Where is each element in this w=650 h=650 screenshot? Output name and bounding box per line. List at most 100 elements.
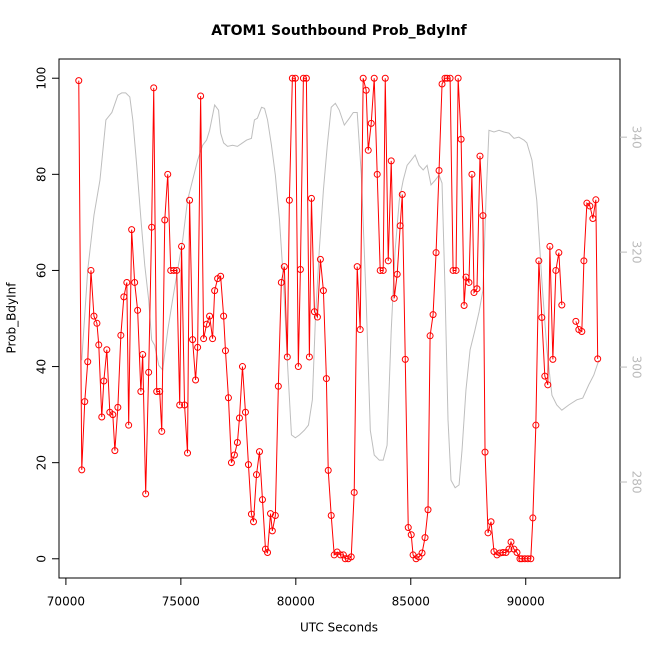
data-point — [438, 80, 446, 88]
data-point — [280, 263, 288, 271]
data-point — [362, 86, 370, 94]
data-point — [158, 427, 166, 435]
data-point — [264, 549, 272, 557]
data-point — [200, 335, 208, 343]
data-point — [393, 270, 401, 278]
data-point — [379, 266, 387, 274]
y-tick-label: 80 — [35, 167, 49, 182]
data-point — [424, 506, 432, 514]
data-point — [513, 549, 521, 557]
data-point — [310, 308, 318, 316]
y-tick-label: 40 — [35, 359, 49, 374]
data-point — [418, 549, 426, 557]
data-point — [476, 152, 484, 160]
data-point — [544, 381, 552, 389]
data-point — [589, 215, 597, 223]
data-point — [516, 555, 524, 563]
data-point — [139, 351, 147, 359]
data-point — [299, 74, 307, 82]
data-point — [387, 157, 395, 165]
data-point — [203, 320, 211, 328]
data-point — [241, 408, 249, 416]
data-point — [84, 358, 92, 366]
series-line — [78, 77, 599, 560]
data-point — [161, 216, 169, 224]
data-point — [484, 529, 492, 537]
data-point — [114, 403, 122, 411]
x-tick-label: 85000 — [392, 595, 430, 609]
y2-tick-label: 280 — [630, 471, 644, 494]
data-point — [479, 212, 487, 220]
data-point — [209, 335, 217, 343]
data-point — [350, 488, 358, 496]
y2-tick-label: 320 — [630, 241, 644, 264]
data-point — [555, 249, 563, 257]
data-point — [499, 549, 507, 557]
data-point — [327, 512, 335, 520]
data-point — [150, 84, 158, 92]
data-point — [117, 331, 125, 339]
data-point — [319, 287, 327, 295]
data-point — [250, 518, 258, 526]
data-point — [123, 278, 131, 286]
data-point — [128, 226, 136, 234]
data-point — [449, 266, 457, 274]
data-point — [100, 377, 108, 385]
data-point — [95, 341, 103, 349]
data-point — [156, 388, 164, 396]
data-point — [432, 249, 440, 257]
data-point — [277, 278, 285, 286]
data-point — [81, 398, 89, 406]
data-point — [283, 353, 291, 361]
data-point — [221, 347, 229, 355]
data-point — [274, 382, 282, 390]
data-point — [347, 553, 355, 561]
data-point — [192, 376, 200, 384]
data-point — [367, 119, 375, 127]
data-point — [258, 496, 266, 504]
data-point — [186, 196, 194, 204]
data-point — [370, 74, 378, 82]
y-tick-label: 0 — [35, 555, 49, 563]
data-point — [429, 311, 437, 319]
x-tick-label: 75000 — [162, 595, 200, 609]
data-point — [233, 438, 241, 446]
y-tick-label: 100 — [35, 67, 49, 90]
data-point — [93, 319, 101, 327]
data-point — [441, 74, 449, 82]
data-point — [505, 545, 513, 553]
data-point — [426, 332, 434, 340]
data-point — [462, 273, 470, 281]
data-point — [580, 257, 588, 265]
data-point — [178, 242, 186, 250]
data-point — [217, 272, 225, 280]
data-point — [446, 74, 454, 82]
y-axis-label: Prob_BdyInf — [5, 282, 19, 354]
data-point — [87, 266, 95, 274]
data-point — [532, 421, 540, 429]
data-point — [244, 461, 252, 469]
data-point — [443, 74, 451, 82]
data-point — [131, 278, 139, 286]
data-point — [220, 312, 228, 320]
data-point — [255, 448, 263, 456]
data-point — [481, 448, 489, 456]
data-point — [197, 92, 205, 100]
data-point — [549, 355, 557, 363]
data-point — [473, 285, 481, 293]
y-tick-label: 60 — [35, 263, 49, 278]
data-point — [552, 266, 560, 274]
data-point — [546, 242, 554, 250]
data-point — [103, 346, 111, 354]
data-point — [109, 411, 117, 419]
data-point — [527, 555, 535, 563]
data-point — [271, 512, 279, 520]
data-point — [189, 336, 197, 344]
data-point — [396, 222, 404, 230]
data-point — [578, 327, 586, 335]
data-point — [211, 287, 219, 295]
data-point — [339, 551, 347, 559]
data-point — [487, 518, 495, 526]
x-tick-label: 80000 — [277, 595, 315, 609]
